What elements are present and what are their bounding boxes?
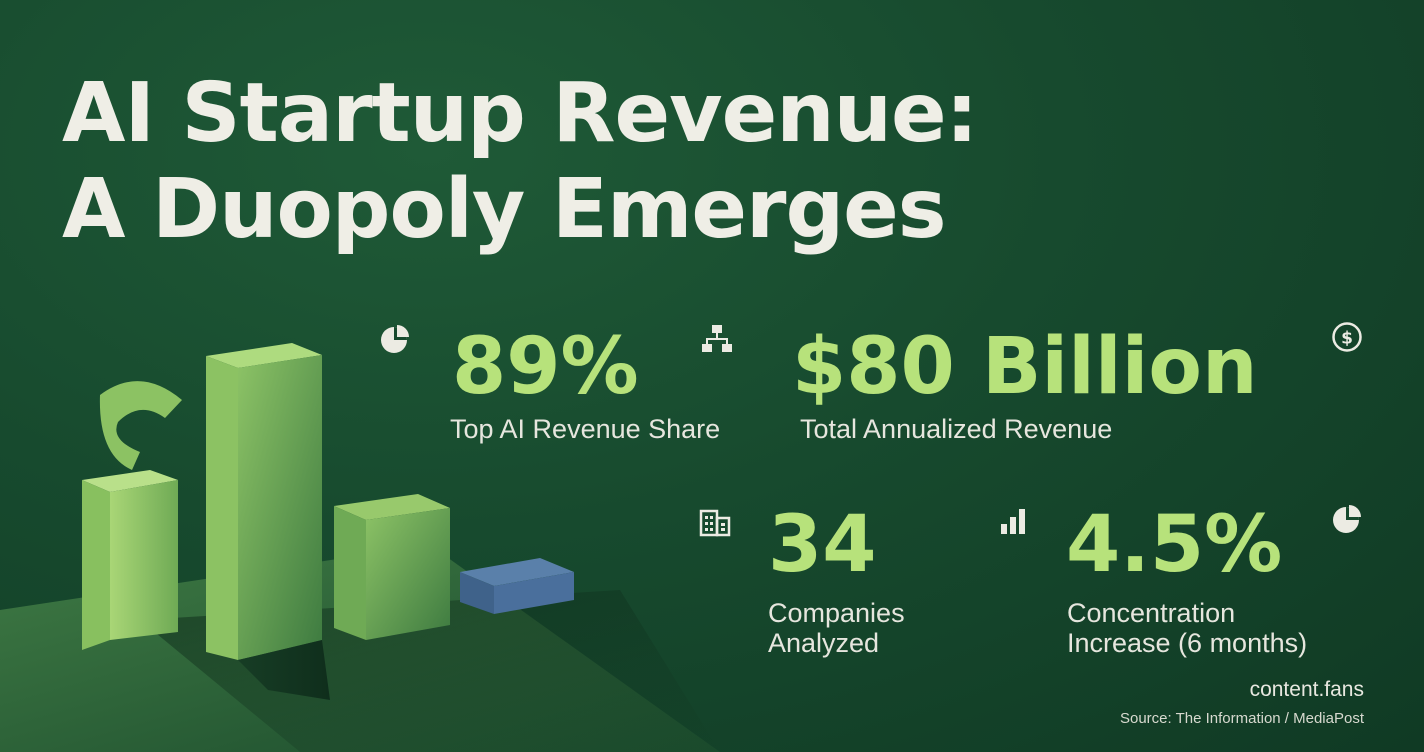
title-line-1: AI Startup Revenue: — [62, 66, 978, 161]
bar-1-top — [82, 470, 178, 492]
stat-companies-label-line-1: Companies — [768, 598, 905, 628]
brand-label: content.fans — [1249, 678, 1364, 701]
page-title: AI Startup Revenue: A Duopoly Emerges — [62, 66, 978, 258]
source-note: Source: The Information / MediaPost — [1119, 710, 1364, 727]
stat-concentration-label-line-1: Concentration — [1067, 598, 1236, 628]
stat-companies-value: 34 — [768, 500, 877, 590]
bar-2-top — [206, 343, 322, 368]
pie-chart-icon-secondary — [1330, 502, 1364, 536]
bar-illustration — [0, 343, 720, 752]
bar-1-head — [99, 381, 182, 470]
bar-2-front — [206, 356, 238, 660]
stat-companies-label: Companies Analyzed — [768, 598, 905, 658]
bar-2-side — [238, 355, 322, 660]
stat-concentration-label: Concentration Increase (6 months) — [1067, 598, 1307, 658]
stat-concentration-label-line-2: Increase (6 months) — [1067, 628, 1308, 658]
svg-text:$: $ — [1341, 329, 1353, 349]
stat-top-share-label: Top AI Revenue Share — [450, 414, 721, 444]
stat-companies-label-line-2: Analyzed — [768, 628, 880, 658]
hierarchy-icon — [700, 322, 734, 356]
title-line-2: A Duopoly Emerges — [62, 162, 947, 257]
pie-chart-icon — [378, 322, 412, 356]
bar-1-side — [110, 480, 178, 640]
bar-4-top — [460, 558, 574, 586]
bar-4-side — [494, 572, 574, 614]
bar-3-front — [334, 506, 366, 640]
bar-3-top — [334, 494, 450, 520]
stat-top-share-value: 89% — [452, 322, 639, 412]
building-icon — [698, 506, 732, 540]
stat-total-revenue-value: $80 Billion — [792, 322, 1258, 412]
bar-chart-icon — [998, 504, 1032, 538]
bar-4-front — [460, 572, 494, 614]
dollar-coin-icon: $ — [1330, 320, 1364, 354]
stat-concentration-value: 4.5% — [1066, 500, 1283, 590]
bar-1-front — [82, 480, 110, 650]
bar-3-side — [366, 508, 450, 640]
bar-2-shadow — [238, 640, 330, 700]
stat-total-revenue-label: Total Annualized Revenue — [800, 414, 1113, 444]
